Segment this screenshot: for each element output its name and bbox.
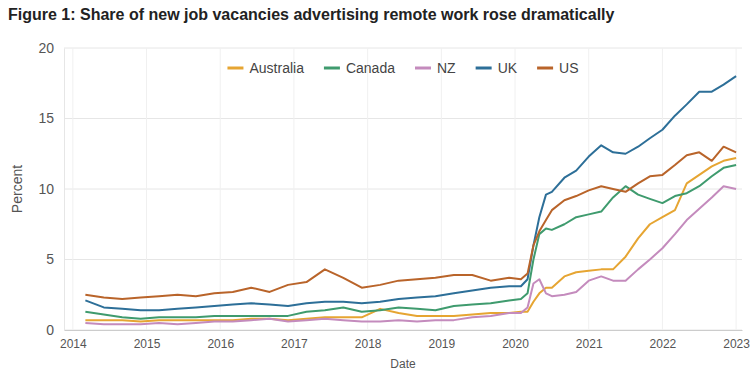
x-tick-label: 2020 — [502, 337, 529, 351]
series-line — [85, 76, 736, 310]
y-tick: 0 — [46, 322, 64, 338]
x-tick: 2018 — [355, 330, 382, 351]
y-axis-title: Percent — [9, 165, 25, 213]
x-tick: 2021 — [576, 330, 603, 351]
legend-swatch — [537, 67, 553, 70]
grid-line-x — [293, 48, 294, 330]
x-tick-label: 2022 — [650, 337, 677, 351]
legend-item: Australia — [227, 60, 304, 76]
y-tick-label: 20 — [38, 40, 54, 56]
legend-item: UK — [476, 60, 518, 76]
x-tick-label: 2018 — [355, 337, 382, 351]
y-axis-line — [64, 49, 65, 331]
x-tick-label: 2015 — [134, 337, 161, 351]
grid-line-y — [64, 48, 742, 49]
grid-line-x — [515, 48, 516, 330]
grid-line-y — [64, 189, 742, 190]
legend-label: Australia — [249, 60, 304, 76]
grid-line-x — [220, 48, 221, 330]
chart-svg: Figure 1: Share of new job vacancies adv… — [0, 0, 750, 374]
x-tick: 2016 — [207, 330, 234, 351]
x-axis-title: Date — [390, 357, 416, 371]
x-tick: 2017 — [281, 330, 308, 351]
y-tick-label: 5 — [46, 251, 54, 267]
x-axis-line — [65, 330, 743, 331]
x-tick-label: 2019 — [428, 337, 455, 351]
legend-item: NZ — [415, 60, 456, 76]
y-tick-label: 0 — [46, 322, 54, 338]
series-line — [85, 186, 736, 324]
grid-line-x — [588, 48, 589, 330]
grid-line-y — [64, 330, 742, 331]
x-tick: 2015 — [134, 330, 161, 351]
legend: Australia Canada NZ UK US — [227, 60, 578, 76]
legend-label: UK — [498, 60, 518, 76]
legend-swatch — [415, 67, 431, 70]
y-axis: 0 5 10 15 20 — [38, 40, 64, 338]
legend-label: US — [559, 60, 578, 76]
y-tick: 20 — [38, 40, 64, 56]
y-tick: 15 — [38, 110, 64, 126]
legend-swatch — [324, 67, 340, 70]
chart-container: Figure 1: Share of new job vacancies adv… — [0, 0, 750, 374]
legend-label: NZ — [437, 60, 456, 76]
y-tick-label: 15 — [38, 110, 54, 126]
grid-line-x — [441, 48, 442, 330]
x-tick-label: 2014 — [60, 337, 87, 351]
y-tick: 5 — [46, 251, 64, 267]
grid — [64, 48, 742, 330]
x-tick: 2023 — [723, 330, 750, 351]
legend-item: Canada — [324, 60, 395, 76]
grid-line-y — [64, 118, 742, 119]
x-axis: 2014 2015 2016 2017 2018 2019 2020 2021 2022 2023 — [60, 330, 750, 351]
chart-title: Figure 1: Share of new job vacancies adv… — [8, 6, 615, 23]
x-tick-label: 2016 — [207, 337, 234, 351]
grid-line-y — [64, 259, 742, 260]
grid-line-x — [72, 48, 73, 330]
legend-item: US — [537, 60, 578, 76]
legend-swatch — [227, 67, 243, 70]
plot-area — [85, 76, 736, 324]
legend-swatch — [476, 67, 492, 70]
x-tick: 2022 — [650, 330, 677, 351]
x-tick: 2020 — [502, 330, 529, 351]
x-tick-label: 2017 — [281, 337, 308, 351]
x-tick: 2019 — [428, 330, 455, 351]
x-tick-label: 2021 — [576, 337, 603, 351]
legend-label: Canada — [346, 60, 395, 76]
grid-line-x — [662, 48, 663, 330]
y-tick: 10 — [38, 181, 64, 197]
x-tick: 2014 — [60, 330, 87, 351]
series-line — [85, 147, 736, 299]
grid-line-x — [146, 48, 147, 330]
x-tick-label: 2023 — [723, 337, 750, 351]
y-tick-label: 10 — [38, 181, 54, 197]
